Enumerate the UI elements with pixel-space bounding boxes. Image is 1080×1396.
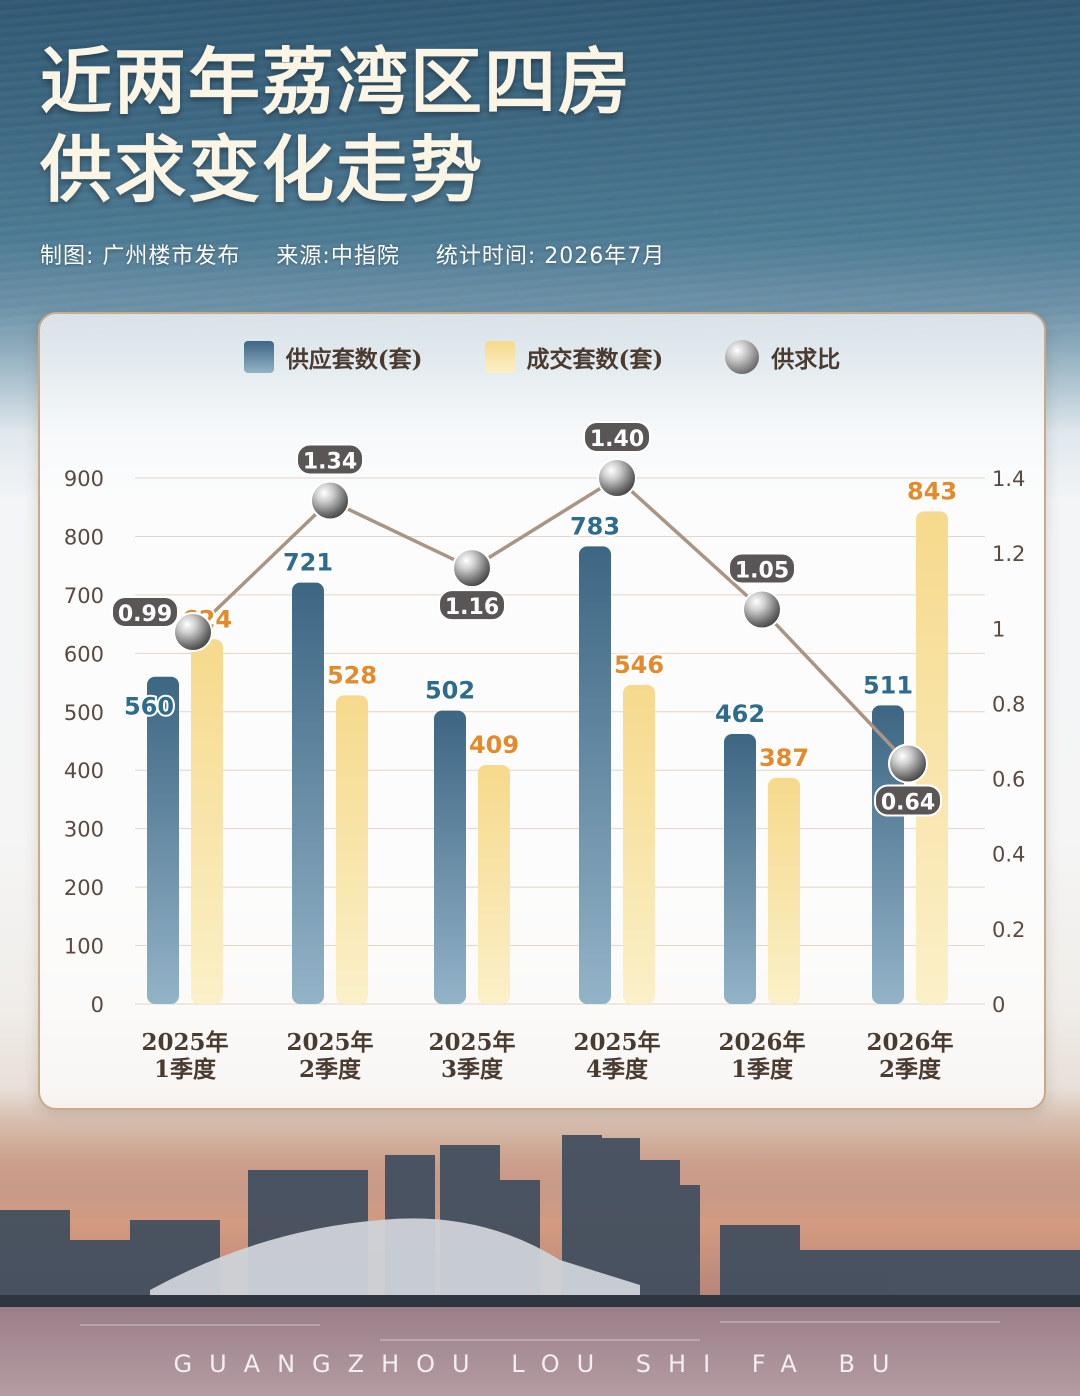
ratio-point <box>597 458 637 498</box>
legend-deal-swatch <box>484 341 515 373</box>
legend-deal-label: 成交套数(套) <box>526 346 664 373</box>
x-category-label: 2026年 1季度 <box>718 1029 805 1083</box>
source-text: 来源:中指院 <box>276 244 400 269</box>
ratio-label-pill <box>111 596 179 629</box>
legend-ratio-ball-icon <box>725 340 760 374</box>
supply-bar <box>872 705 904 1004</box>
y-right-tick-label: 1.4 <box>992 467 1025 491</box>
y-left-tick-label: 200 <box>64 876 104 900</box>
y-left-tick-label: 700 <box>64 584 104 608</box>
deal-value-label: 843 <box>907 477 957 505</box>
supply-bar <box>579 546 611 1004</box>
ratio-point <box>742 589 782 630</box>
supply-value-label: 502 <box>425 677 475 705</box>
y-left-tick-label: 400 <box>64 759 104 783</box>
legend-supply-label: 供应套数(套) <box>285 346 423 373</box>
ratio-point <box>310 480 350 521</box>
legend-ratio-label: 供求比 <box>771 346 841 373</box>
background-water-texture <box>0 0 1080 330</box>
y-right-tick-label: 0.8 <box>992 692 1025 716</box>
legend-supply: 供应套数(套) <box>243 340 423 374</box>
page-title: 近两年荔湾区四房 供求变化走势 <box>40 38 632 214</box>
deal-value-label: 546 <box>614 651 664 679</box>
supply-value-label: 462 <box>715 700 765 728</box>
deal-bar <box>478 764 510 1004</box>
deal-bar <box>916 511 948 1004</box>
ratio-point <box>452 548 492 589</box>
x-category-year: 2026年 <box>866 1029 953 1056</box>
x-category-label: 2025年 2季度 <box>286 1029 373 1083</box>
x-category-quarter: 3季度 <box>441 1056 504 1083</box>
chart-svg: 0 100 200 300 400 500 600 700 800 900 0 0.2 0.4 0.6 0.… <box>64 421 1025 1083</box>
x-category-year: 2026年 <box>718 1029 805 1056</box>
ratio-label-pill <box>583 421 651 453</box>
supply-bar <box>724 733 756 1004</box>
x-category-quarter: 2季度 <box>879 1056 942 1083</box>
y-left-tick-label: 0 <box>91 993 104 1017</box>
supply-value-label: 511 <box>863 671 913 699</box>
ratio-value-label: 1.34 <box>303 450 357 475</box>
deal-value-label: 387 <box>759 744 809 772</box>
x-category-year: 2025年 <box>428 1029 515 1056</box>
ratio-line <box>191 475 910 765</box>
x-category-quarter: 1季度 <box>154 1056 217 1083</box>
y-right-tick-label: 1 <box>992 617 1005 641</box>
y-left-tick-label: 800 <box>64 525 104 549</box>
legend-ratio: 供求比 <box>725 340 840 374</box>
x-category-quarter: 1季度 <box>731 1056 794 1083</box>
x-category-quarter: 4季度 <box>586 1056 649 1083</box>
title-line-1: 近两年荔湾区四房 <box>40 39 633 124</box>
ratio-label-pill <box>874 784 942 817</box>
credit-text: 制图: 广州楼市发布 <box>40 244 241 269</box>
x-category-year: 2025年 <box>141 1029 228 1056</box>
x-category-label: 2025年 4季度 <box>573 1029 660 1083</box>
legend-deal: 成交套数(套) <box>484 340 664 374</box>
stat-time-text: 统计时间: 2026年7月 <box>435 244 666 269</box>
y-left-tick-label: 600 <box>64 642 104 666</box>
ratio-label-pill <box>438 589 506 622</box>
supply-bar <box>292 582 324 1004</box>
ratio-value-label: 1.40 <box>590 427 644 452</box>
deal-bar <box>191 639 223 1004</box>
deal-value-label: 528 <box>327 661 377 689</box>
x-category-label: 2025年 1季度 <box>141 1029 228 1083</box>
footer-watermark-text: GUANGZHOU LOU SHI FA BU <box>173 1350 907 1378</box>
ratio-label-pill <box>296 443 364 476</box>
x-category-year: 2025年 <box>573 1029 660 1056</box>
deal-bar <box>336 695 368 1004</box>
deal-bar <box>768 777 800 1004</box>
ratio-point <box>173 612 213 653</box>
title-line-2: 供求变化走势 <box>40 127 485 212</box>
ratio-value-label: 0.99 <box>118 602 172 627</box>
supply-value-label: 721 <box>283 549 333 577</box>
y-left-tick-label: 900 <box>64 467 104 491</box>
x-category-year: 2025年 <box>286 1029 373 1056</box>
meta-info: 制图: 广州楼市发布 来源:中指院 统计时间: 2026年7月 <box>40 238 693 270</box>
y-left-tick-label: 500 <box>64 701 104 725</box>
y-right-tick-label: 1.2 <box>992 542 1025 566</box>
y-right-tick-label: 0.6 <box>992 768 1025 792</box>
supply-value-label: 560 <box>124 693 174 721</box>
x-category-quarter: 2季度 <box>299 1056 362 1083</box>
y-right-tick-label: 0.4 <box>992 843 1025 867</box>
y-right-tick-label: 0.2 <box>992 918 1025 942</box>
ratio-value-label: 1.16 <box>445 595 499 620</box>
x-category-label: 2026年 2季度 <box>866 1029 953 1083</box>
supply-bar <box>434 710 466 1004</box>
ratio-label-pill <box>728 552 796 585</box>
x-category-label: 2025年 3季度 <box>428 1029 515 1083</box>
y-left-tick-label: 100 <box>64 935 104 959</box>
legend-supply-swatch <box>243 341 274 373</box>
y-left-tick-label: 300 <box>64 818 104 842</box>
ratio-value-label: 1.05 <box>735 559 789 584</box>
chart-legend: 供应套数(套) 成交套数(套) 供求比 <box>40 340 1044 374</box>
ratio-point <box>888 743 928 784</box>
y-right-tick-label: 0 <box>992 993 1005 1017</box>
ratio-value-label: 0.64 <box>881 791 935 816</box>
city-skyline-illustration <box>0 1110 1080 1396</box>
supply-bar <box>147 676 179 1004</box>
deal-bar <box>623 684 655 1004</box>
deal-value-label: 409 <box>469 731 519 759</box>
supply-value-label: 783 <box>570 512 620 540</box>
